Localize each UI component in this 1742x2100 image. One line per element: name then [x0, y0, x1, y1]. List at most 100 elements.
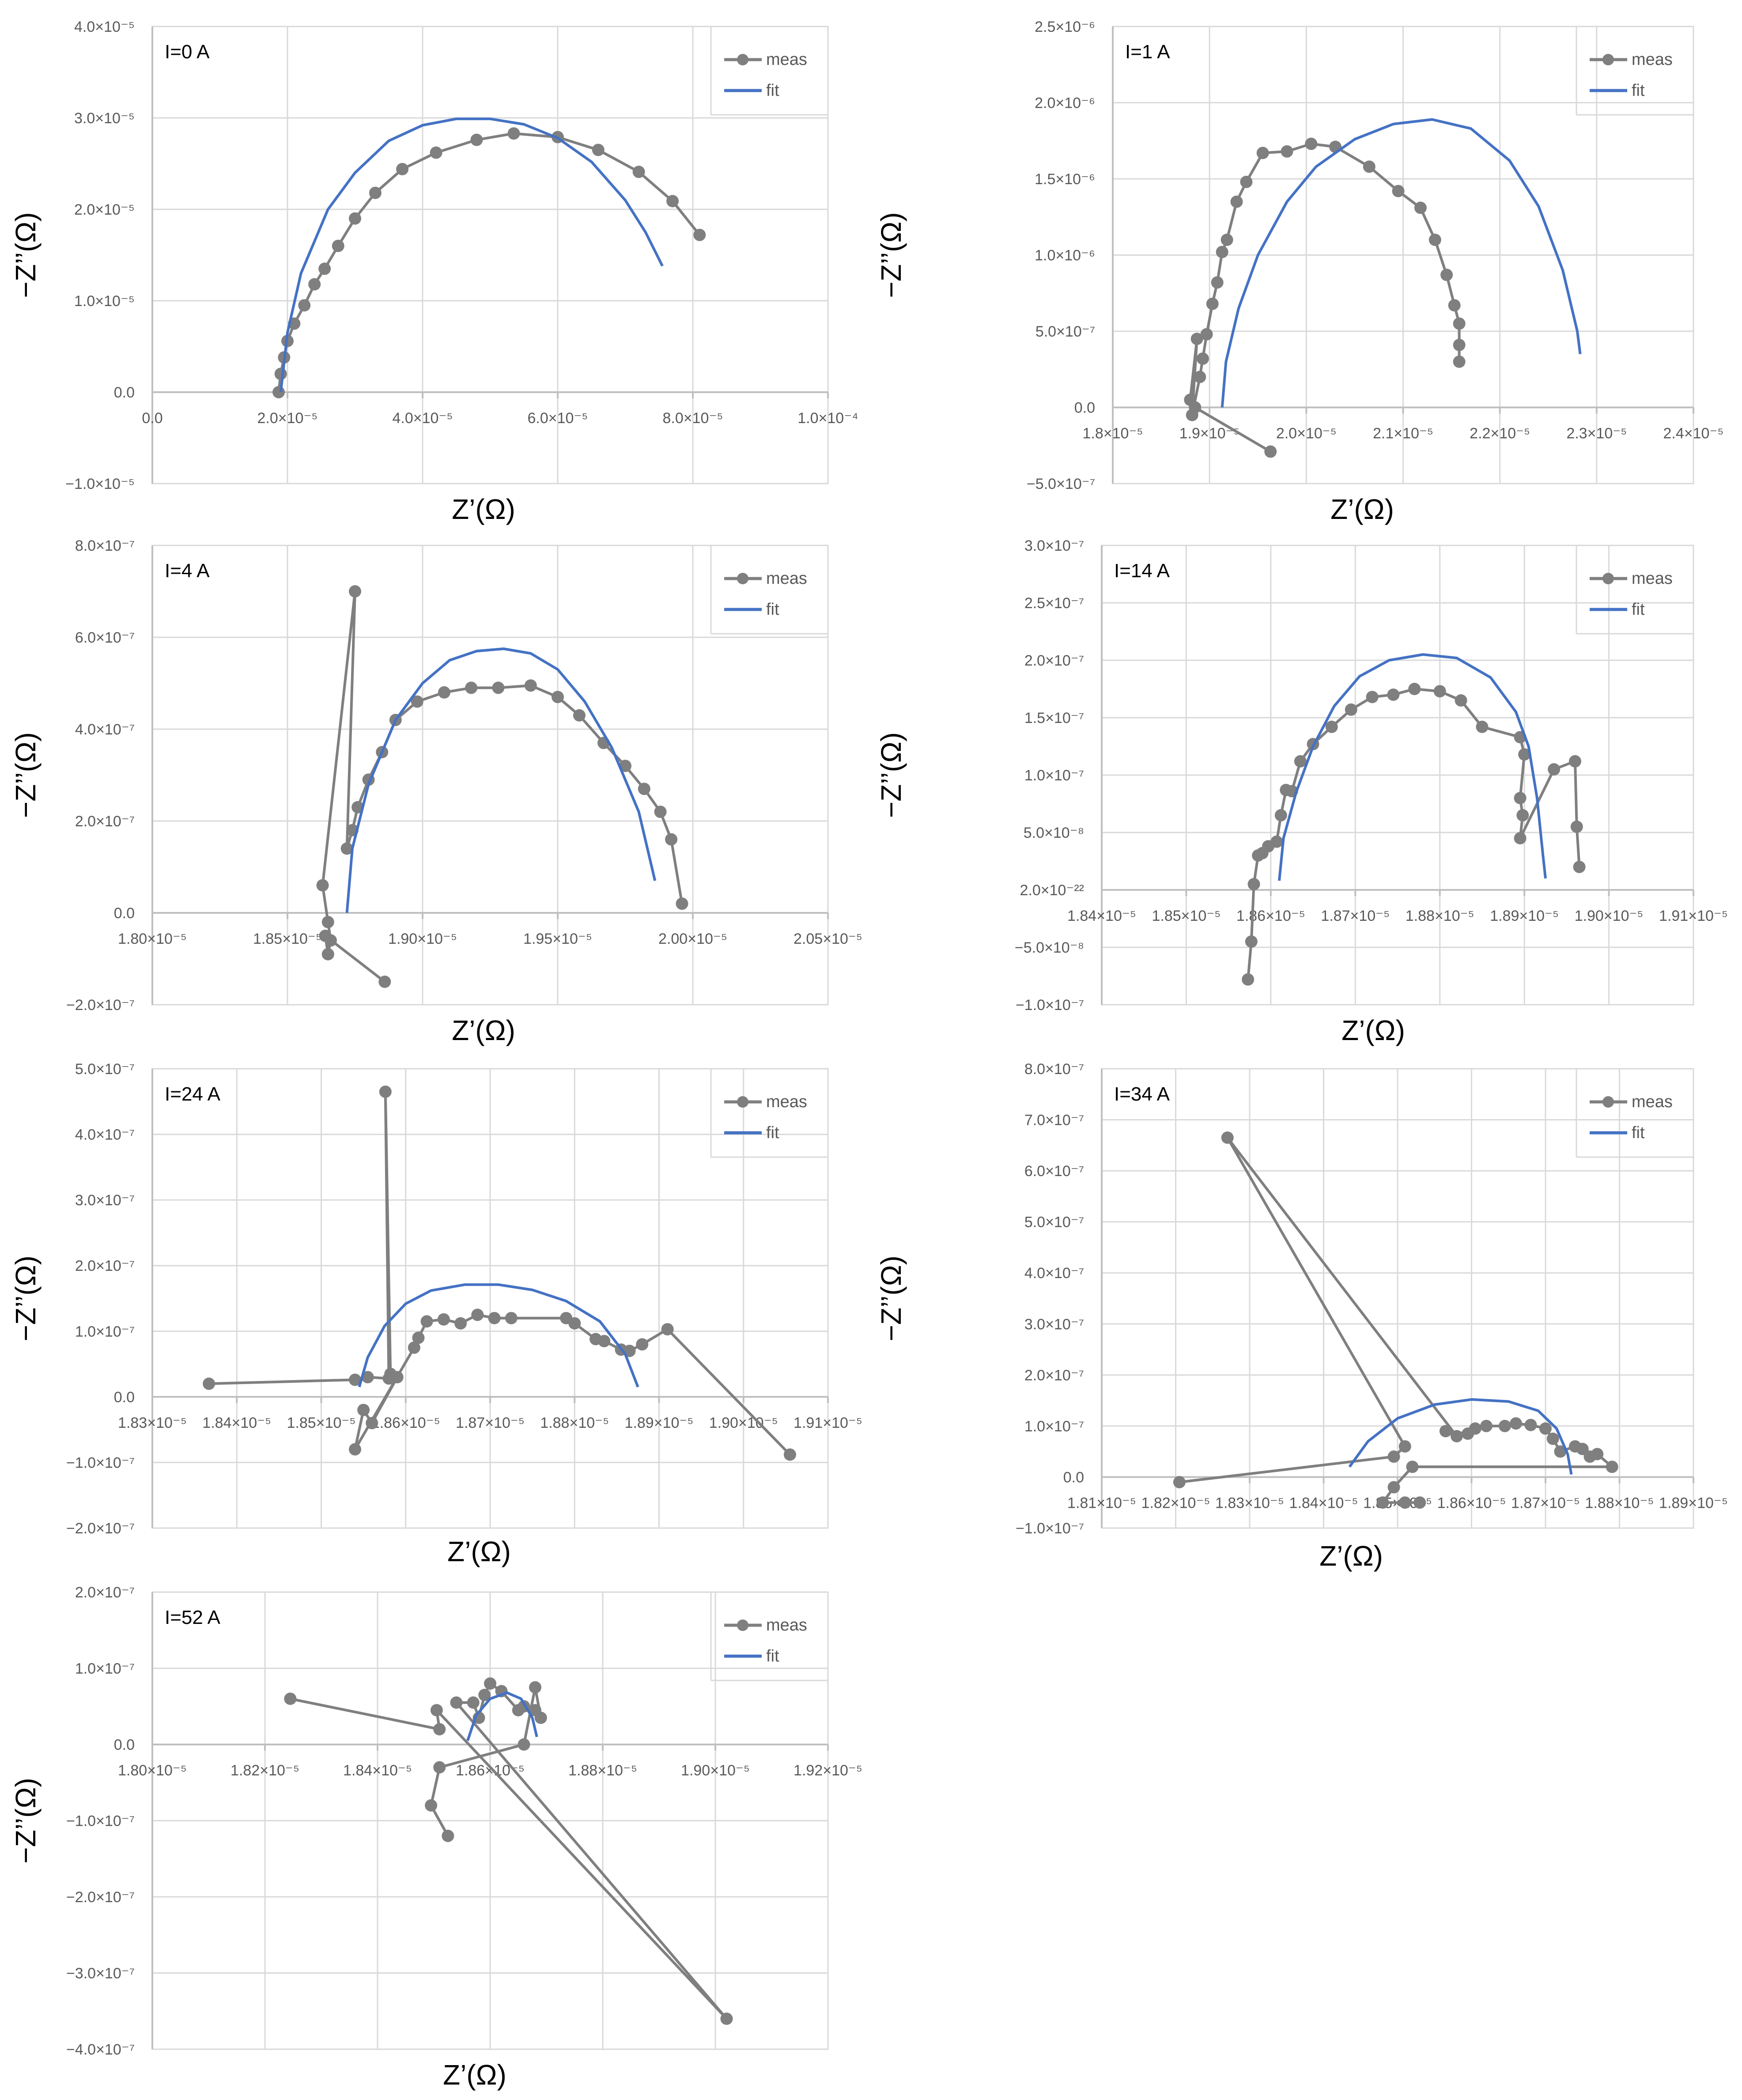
panel-label: I=34 A	[1114, 1083, 1170, 1105]
meas-point	[391, 1371, 404, 1384]
meas-point	[1433, 685, 1446, 698]
meas-point	[450, 1696, 463, 1709]
meas-point	[665, 833, 678, 846]
legend-label: meas	[1632, 1093, 1673, 1111]
y-tick-label: 2.0×10⁻⁷	[75, 1584, 135, 1601]
meas-point	[783, 1448, 796, 1461]
meas-point	[676, 897, 688, 910]
y-axis-title: −Z’’(Ω)	[10, 1778, 42, 1863]
meas-point	[1206, 297, 1219, 310]
meas-point	[505, 1312, 518, 1324]
x-tick-label: 1.82×10⁻⁵	[1141, 1495, 1210, 1511]
meas-point	[454, 1317, 467, 1330]
legend-label: meas	[766, 1616, 807, 1635]
meas-point	[1514, 832, 1527, 844]
meas-point	[1247, 878, 1260, 890]
meas-point	[321, 948, 334, 961]
y-tick-label: 0.0	[114, 1389, 135, 1406]
fit-line	[358, 1283, 639, 1388]
meas-point	[1498, 1419, 1511, 1432]
meas-point	[720, 2013, 733, 2025]
meas-point	[568, 1317, 581, 1330]
x-tick-label: 8.0×10⁻⁵	[663, 410, 723, 427]
y-tick-label: 3.0×10⁻⁷	[1024, 1316, 1084, 1333]
x-axis-title: Z’(Ω)	[452, 493, 515, 525]
meas-point	[693, 228, 706, 241]
y-axis-title: −Z’’(Ω)	[875, 1256, 907, 1341]
legend-marker	[1602, 54, 1614, 65]
meas-point	[438, 686, 450, 699]
meas-point	[340, 842, 353, 855]
meas-point	[349, 212, 361, 225]
meas-point	[1539, 1422, 1552, 1435]
x-tick-label: 1.88×10⁻⁵	[540, 1415, 609, 1431]
x-tick-label: 2.05×10⁻⁵	[794, 931, 862, 947]
panel-label: I=14 A	[1114, 560, 1170, 582]
y-tick-label: 5.0×10⁻⁷	[1035, 323, 1095, 340]
y-axis-title: −Z’’(Ω)	[875, 212, 907, 298]
meas-point	[321, 916, 334, 928]
meas-point	[1200, 328, 1213, 341]
meas-point	[1591, 1448, 1604, 1461]
legend-label: meas	[766, 569, 807, 588]
meas-point	[1196, 352, 1209, 365]
meas-point	[425, 1799, 438, 1812]
x-tick-label: 1.89×10⁻⁵	[625, 1415, 694, 1431]
meas-point	[324, 934, 337, 947]
meas-point	[484, 1677, 496, 1690]
meas-point	[518, 1738, 530, 1751]
meas-point	[661, 1323, 674, 1336]
meas-point	[492, 681, 505, 694]
y-tick-label: 2.0×10⁻⁷	[75, 1258, 135, 1275]
meas-point	[1548, 763, 1561, 776]
x-tick-label: 1.85×10⁻⁵	[287, 1415, 356, 1431]
meas-line	[290, 1682, 728, 2020]
x-tick-label: 4.0×10⁻⁵	[393, 410, 453, 427]
meas-point	[361, 1371, 374, 1384]
meas-point	[349, 585, 361, 598]
y-tick-label: 6.0×10⁻⁷	[75, 629, 135, 646]
y-tick-label: 5.0×10⁻⁷	[75, 1061, 135, 1078]
y-tick-label: 0.0	[114, 905, 135, 922]
legend-label: fit	[766, 1124, 779, 1142]
x-tick-label: 1.81×10⁻⁵	[1067, 1495, 1136, 1511]
y-tick-label: 3.0×10⁻⁵	[74, 110, 135, 127]
x-axis-title: Z’(Ω)	[443, 2059, 506, 2091]
meas-point	[274, 367, 287, 380]
y-tick-label: 1.5×10⁻⁷	[1024, 710, 1084, 726]
meas-point	[1387, 1450, 1400, 1463]
y-tick-label: −3.0×10⁻⁷	[66, 1965, 135, 1982]
meas-point	[524, 679, 537, 692]
legend-marker	[737, 1096, 748, 1108]
meas-point	[1570, 821, 1583, 833]
x-axis-title: Z’(Ω)	[452, 1014, 515, 1046]
meas-point	[1576, 1442, 1589, 1455]
y-tick-label: 2.5×10⁻⁷	[1024, 595, 1084, 612]
y-tick-label: −1.0×10⁻⁵	[65, 476, 135, 492]
meas-point	[478, 1688, 491, 1701]
y-tick-label: 5.0×10⁻⁸	[1024, 825, 1084, 841]
meas-point	[654, 806, 667, 818]
meas-point	[349, 1374, 361, 1386]
meas-point	[1476, 720, 1489, 733]
x-tick-label: 2.4×10⁻⁵	[1663, 425, 1724, 442]
chart-panel: 1.80×10⁻⁵ 1.85×10⁻⁵ 1.90×10⁻⁵ 1.95×10⁻⁵ 2.00…	[10, 537, 862, 1046]
meas-point	[534, 1711, 547, 1724]
meas-point	[467, 1696, 480, 1709]
meas-point	[1245, 935, 1258, 948]
meas-point	[598, 1335, 611, 1347]
x-tick-label: 6.0×10⁻⁵	[528, 410, 588, 427]
meas-point	[1439, 1425, 1452, 1438]
x-axis-title: Z’(Ω)	[1319, 1540, 1383, 1572]
y-tick-label: 2.0×10⁻⁷	[1024, 1367, 1084, 1384]
panel-label: I=0 A	[165, 41, 210, 63]
meas-point	[1448, 299, 1461, 312]
y-axis-title: −Z’’(Ω)	[10, 212, 42, 298]
y-tick-label: 4.0×10⁻⁷	[75, 721, 135, 738]
meas-point	[1387, 1481, 1400, 1494]
meas-line	[1179, 1136, 1614, 1504]
x-tick-label: 2.0×10⁻⁵	[257, 410, 318, 427]
x-tick-label: 1.87×10⁻⁵	[456, 1415, 525, 1431]
legend-label: fit	[1632, 81, 1645, 100]
y-tick-label: 1.0×10⁻⁶	[1035, 247, 1095, 264]
